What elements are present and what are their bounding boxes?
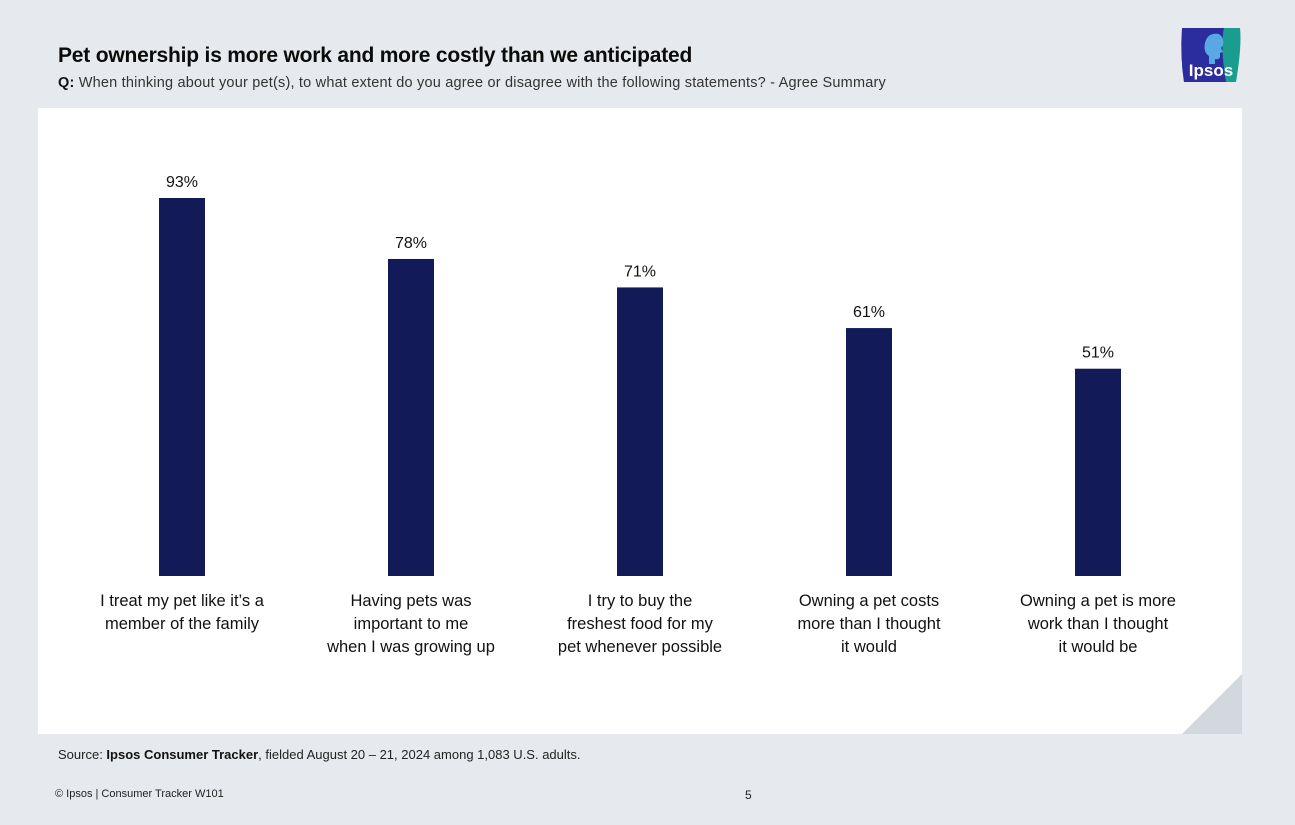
question-text: Q: When thinking about your pet(s), to w…	[58, 75, 886, 91]
category-label-line: pet whenever possible	[557, 638, 723, 656]
category-label-line: important to me	[353, 615, 469, 633]
data-label-5: 51%	[1082, 345, 1114, 362]
category-label-4: Owning a pet costs more than I thought it …	[769, 590, 969, 659]
category-label-line: more than I thought	[797, 615, 941, 633]
page-number: 5	[745, 788, 752, 802]
category-label-3: I try to buy the freshest food for my pet …	[540, 590, 740, 659]
bar-1	[159, 198, 205, 576]
source-name: Ipsos Consumer Tracker	[106, 747, 259, 762]
ipsos-logo-icon: Ipsos	[1181, 28, 1241, 82]
category-label-line: Owning a pet costs	[798, 592, 940, 610]
category-label-line: Having pets was	[350, 592, 472, 610]
category-label-line: when I was growing up	[327, 638, 495, 656]
question-body: When thinking about your pet(s), to what…	[78, 75, 886, 91]
data-label-2: 78%	[395, 235, 427, 252]
data-label-3: 71%	[624, 263, 656, 280]
category-label-5: Owning a pet is more work than I thought i…	[998, 590, 1198, 659]
category-label-line: it would be	[1058, 638, 1138, 656]
category-label-line: I try to buy the	[587, 592, 693, 610]
category-label-line: work than I thought	[1027, 615, 1169, 633]
source-prefix: Source:	[58, 747, 107, 762]
source-note: Source: Ipsos Consumer Tracker, fielded …	[58, 747, 581, 762]
bar-3	[617, 287, 663, 576]
logo-text: Ipsos	[1189, 61, 1233, 80]
category-label-2: Having pets was important to me when I was…	[311, 590, 511, 659]
category-label-line: it would	[841, 638, 897, 656]
question-label: Q:	[58, 75, 75, 91]
data-label-1: 93%	[166, 174, 198, 191]
category-label-line: member of the family	[104, 615, 260, 633]
footer-copyright: © Ipsos | Consumer Tracker W101	[55, 788, 224, 800]
bar-4	[846, 328, 892, 576]
data-label-4: 61%	[853, 304, 885, 321]
category-label-line: I treat my pet like it’s a	[100, 592, 264, 610]
bar-5	[1075, 368, 1121, 576]
bar-2	[388, 258, 434, 576]
bar-chart: 93% 78% 71% 61% 51%	[159, 174, 1121, 576]
source-suffix: , fielded August 20 – 21, 2024 among 1,0…	[258, 747, 581, 762]
page-title: Pet ownership is more work and more cost…	[58, 44, 693, 67]
category-label-line: Owning a pet is more	[1020, 592, 1176, 610]
category-label-line: freshest food for my	[567, 615, 713, 633]
category-label-1: I treat my pet like it’s a member of the …	[82, 590, 282, 636]
